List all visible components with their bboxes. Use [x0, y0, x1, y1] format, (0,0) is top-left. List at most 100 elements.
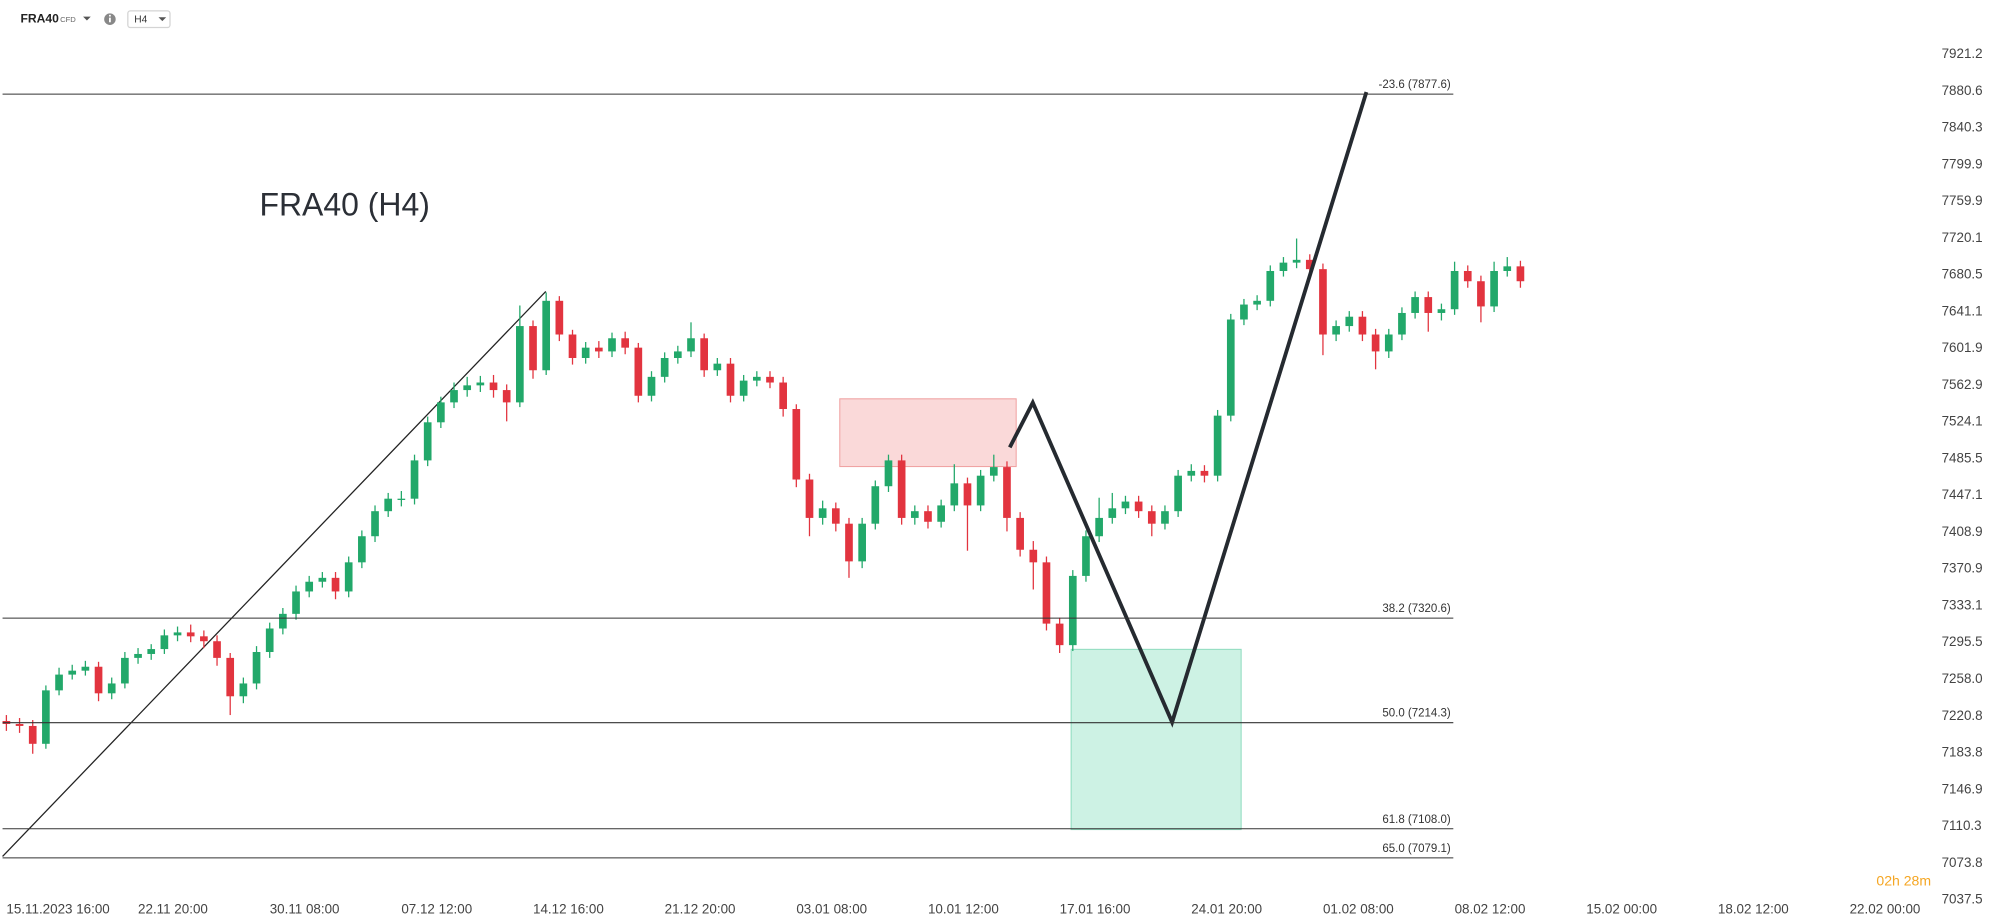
y-tick-label: 7073.8 — [1942, 855, 1983, 870]
candle-body — [1398, 312, 1406, 335]
candle-body — [581, 347, 590, 359]
candle-body — [608, 338, 616, 352]
candle-body — [805, 479, 814, 518]
candle-body — [186, 632, 195, 637]
candle-body — [516, 326, 524, 403]
x-tick-label: 18.02 12:00 — [1718, 902, 1789, 917]
candle-body — [463, 385, 472, 391]
x-tick-label: 14.12 16:00 — [533, 902, 604, 917]
candle-body — [1279, 262, 1288, 271]
x-tick-label: 08.02 12:00 — [1455, 902, 1526, 917]
x-tick-label: 07.12 12:00 — [401, 902, 472, 917]
y-tick-label: 7524.1 — [1942, 414, 1983, 429]
candle-body — [121, 657, 129, 684]
candle-body — [292, 591, 300, 614]
candle-body — [1213, 415, 1222, 476]
candle-body — [252, 652, 261, 684]
candle-body — [1226, 319, 1235, 416]
candle-body — [924, 511, 932, 522]
candle-body — [1450, 270, 1459, 310]
candle-body — [239, 683, 248, 697]
candle-body — [42, 690, 50, 744]
y-tick-label: 7840.3 — [1942, 120, 1983, 135]
candle-body — [371, 511, 379, 537]
candle-body — [81, 666, 90, 671]
candle-body — [766, 376, 774, 383]
candle-body — [831, 508, 840, 524]
fib-level-label: -23.6 (7877.6) — [1379, 79, 1451, 91]
x-tick-label: 22.11 20:00 — [138, 902, 208, 917]
candle-body — [1437, 309, 1446, 313]
candle-body — [1082, 536, 1090, 576]
y-tick-label: 7370.9 — [1942, 561, 1983, 576]
candle-body — [68, 670, 77, 675]
y-tick-label: 7258.0 — [1942, 671, 1983, 686]
badge: CFD — [60, 15, 76, 24]
symbol-dropdown[interactable] — [83, 16, 91, 21]
candle-body — [107, 683, 116, 694]
x-tick-label: 24.01 20:00 — [1191, 902, 1262, 917]
symbol[interactable]: FRA40 — [20, 11, 59, 25]
candle-body — [279, 613, 287, 629]
candle-body — [1068, 575, 1077, 646]
candle-body — [634, 347, 643, 396]
y-tick-label: 7447.1 — [1942, 487, 1983, 502]
candle-body — [845, 523, 853, 562]
candle-body — [529, 326, 537, 371]
x-tick-label: 17.01 16:00 — [1060, 902, 1131, 917]
candle-body — [687, 338, 695, 352]
interval-select[interactable] — [127, 10, 171, 29]
candle-body — [437, 402, 445, 423]
candle-body — [305, 581, 314, 592]
y-tick-label: 7037.5 — [1942, 892, 1983, 907]
candle-body — [397, 498, 406, 500]
y-tick-label: 7220.8 — [1942, 708, 1983, 723]
candle-body — [489, 382, 498, 391]
candle-body — [792, 409, 801, 480]
chart-title: FRA40 (H4) — [259, 187, 429, 223]
candle-body — [1108, 508, 1117, 518]
candle-body — [1411, 297, 1419, 313]
candle-body — [1042, 562, 1051, 624]
candle-body — [1029, 549, 1038, 563]
y-tick-label: 7680.5 — [1942, 267, 1983, 282]
candle-body — [226, 657, 235, 697]
candle-body — [331, 577, 340, 592]
candle-body — [989, 467, 998, 476]
bar-countdown: 02h 28m — [1876, 873, 1931, 889]
candle-body — [318, 577, 327, 582]
candle-body — [884, 460, 893, 487]
candle-body — [28, 725, 37, 744]
x-tick-label: 22.02 00:00 — [1850, 902, 1921, 917]
candle-body — [160, 635, 169, 650]
y-tick-label: 7146.9 — [1942, 781, 1983, 796]
candle-body — [1305, 259, 1314, 270]
candle-body — [384, 498, 393, 512]
candle-body — [1477, 281, 1485, 307]
candle-body — [450, 390, 458, 403]
candle-body — [542, 300, 551, 371]
candle-body — [1134, 501, 1143, 512]
candle-body — [937, 505, 945, 522]
candle-body — [1292, 259, 1301, 263]
candle-body — [621, 338, 630, 348]
candle-body — [595, 347, 603, 352]
candle-body — [344, 562, 353, 592]
drawings — [2, 291, 1242, 857]
candle-body — [1371, 334, 1380, 352]
candle-body — [1003, 467, 1011, 518]
projection-path — [1008, 91, 1369, 728]
candle-body — [134, 653, 142, 658]
candle-body — [1055, 623, 1064, 646]
target-zone — [1070, 648, 1242, 831]
y-tick-label: 7485.5 — [1942, 451, 1983, 466]
candle-body — [910, 511, 919, 518]
candle-body — [1516, 266, 1525, 282]
y-tick-label: 7408.9 — [1942, 524, 1983, 539]
candle-body — [818, 508, 827, 518]
y-tick-label: 7562.9 — [1942, 377, 1983, 392]
candle-body — [739, 380, 748, 396]
candle-body — [423, 422, 432, 461]
candle-body — [1490, 270, 1498, 307]
